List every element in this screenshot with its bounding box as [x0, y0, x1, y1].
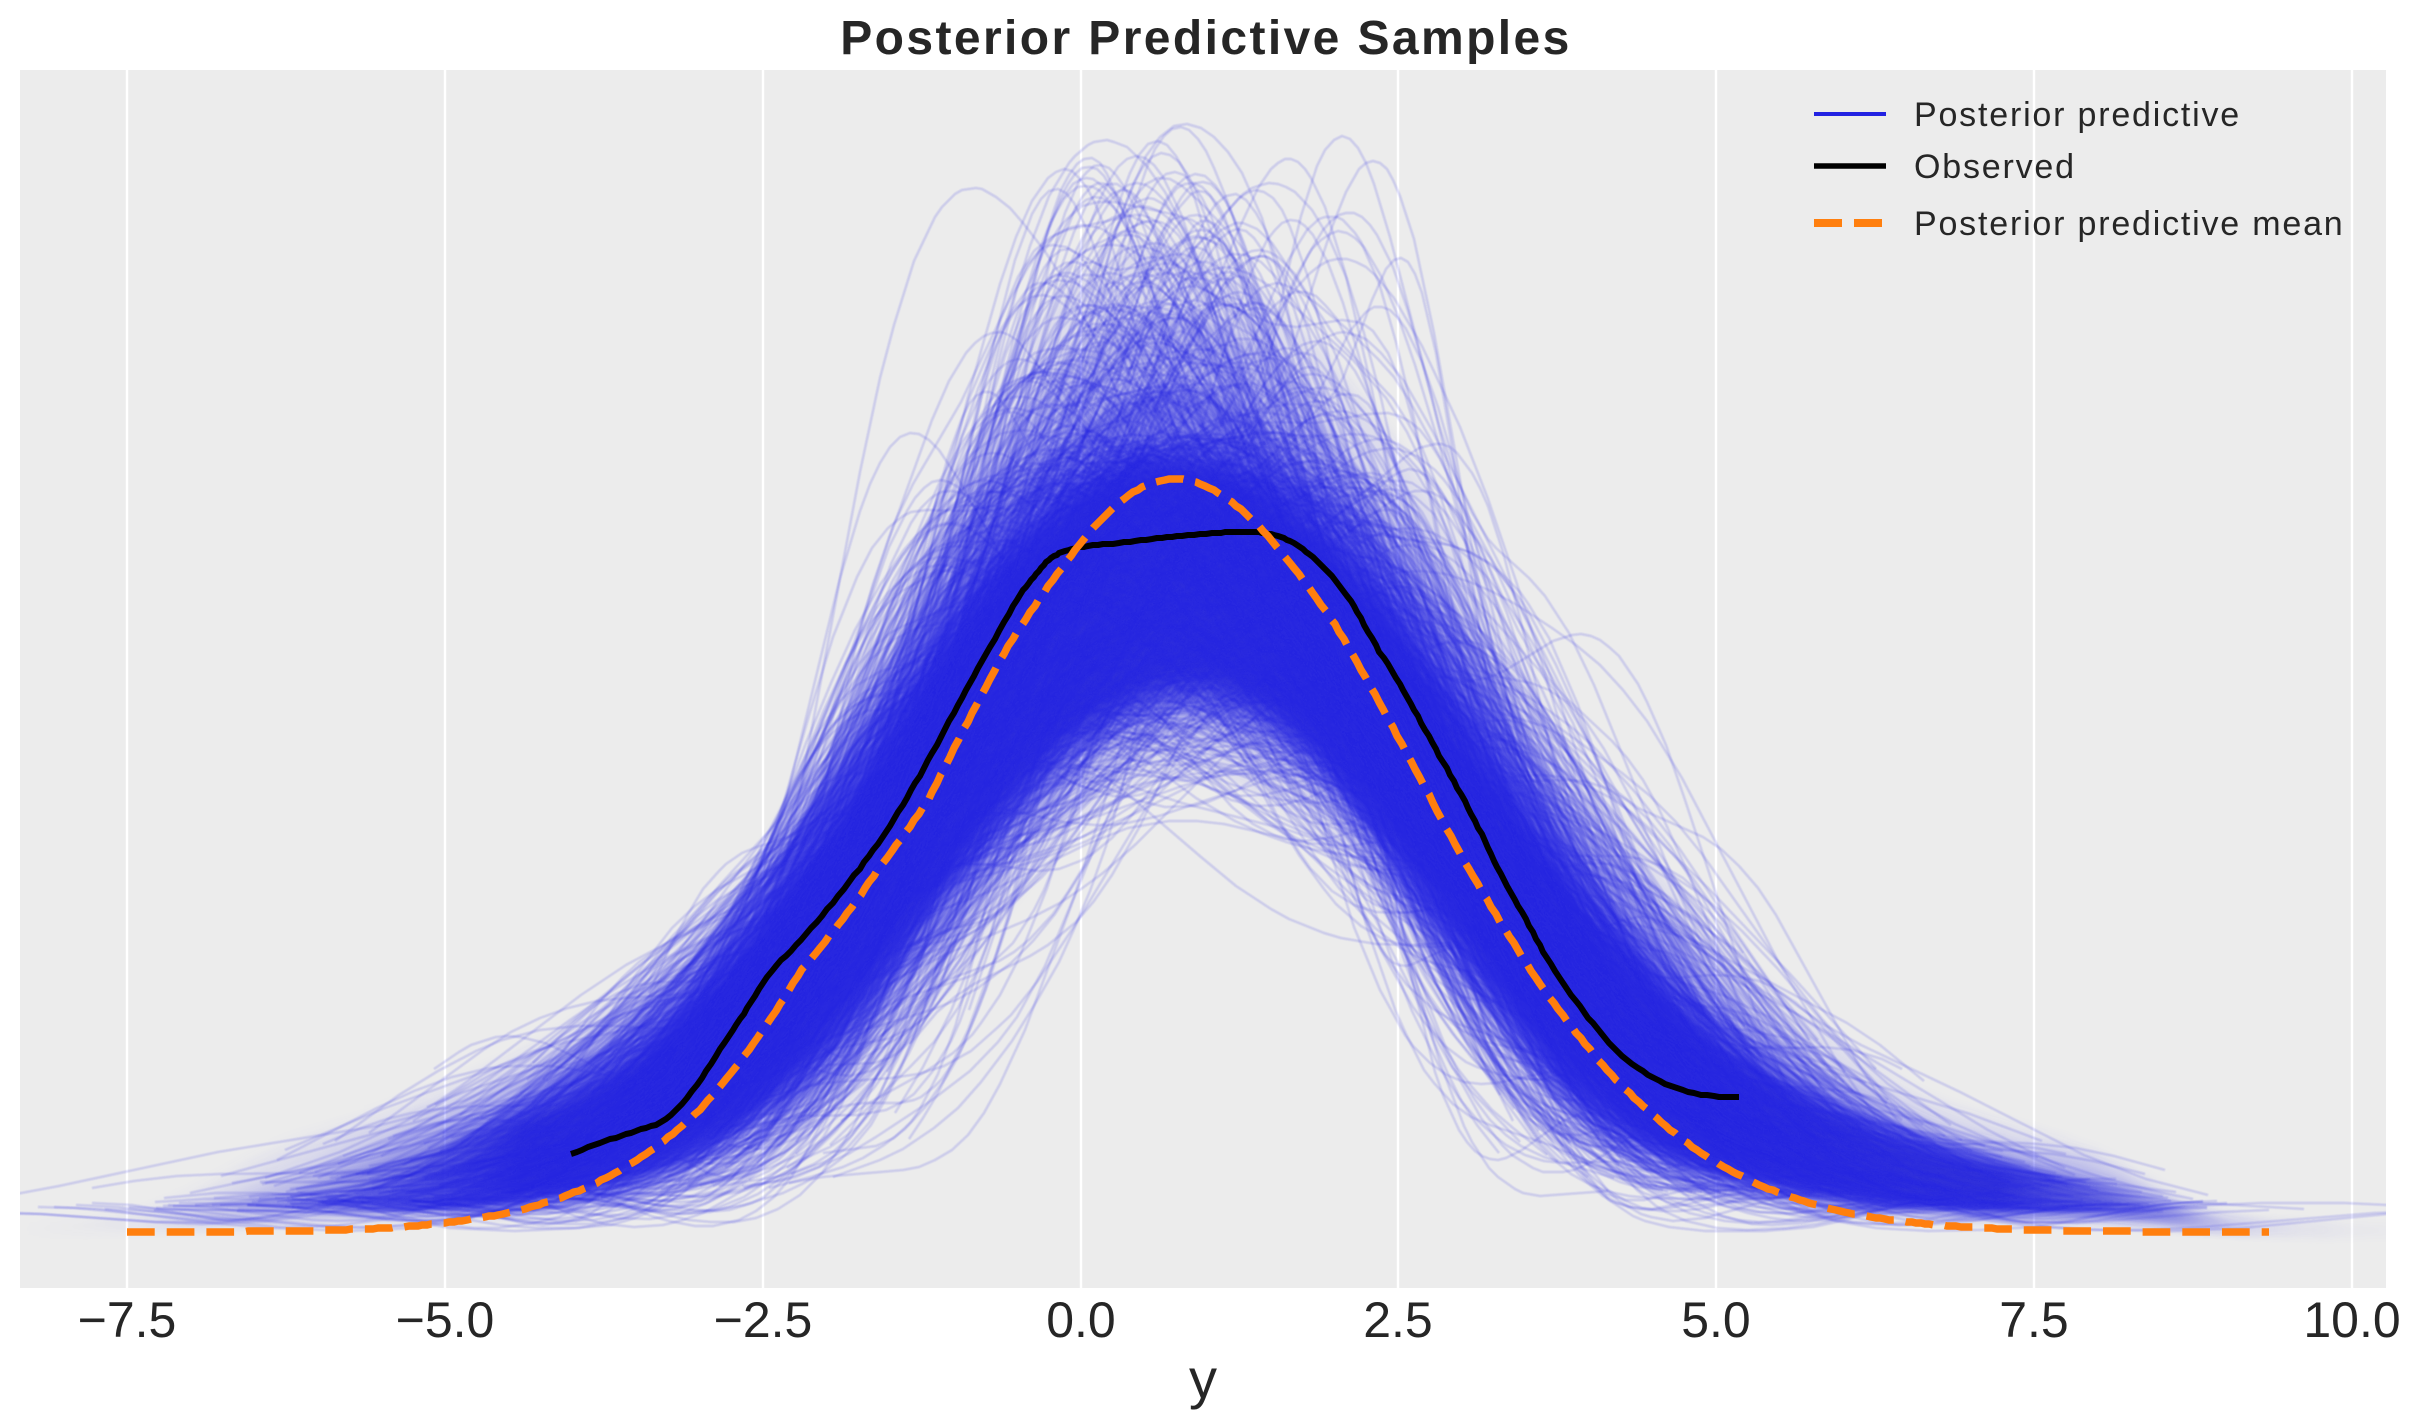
svg-text:y: y [1189, 1347, 1217, 1410]
svg-text:Posterior predictive: Posterior predictive [1914, 96, 2241, 134]
svg-text:10.0: 10.0 [2303, 1292, 2400, 1348]
svg-text:2.5: 2.5 [1363, 1292, 1433, 1348]
svg-text:Observed: Observed [1914, 148, 2076, 186]
svg-text:−7.5: −7.5 [78, 1292, 177, 1348]
svg-text:Posterior Predictive Samples: Posterior Predictive Samples [840, 12, 1572, 65]
svg-text:−2.5: −2.5 [714, 1292, 813, 1348]
svg-text:7.5: 7.5 [1999, 1292, 2069, 1348]
svg-text:5.0: 5.0 [1681, 1292, 1751, 1348]
svg-text:−5.0: −5.0 [396, 1292, 495, 1348]
svg-text:0.0: 0.0 [1046, 1292, 1116, 1348]
svg-text:Posterior predictive mean: Posterior predictive mean [1914, 205, 2345, 243]
